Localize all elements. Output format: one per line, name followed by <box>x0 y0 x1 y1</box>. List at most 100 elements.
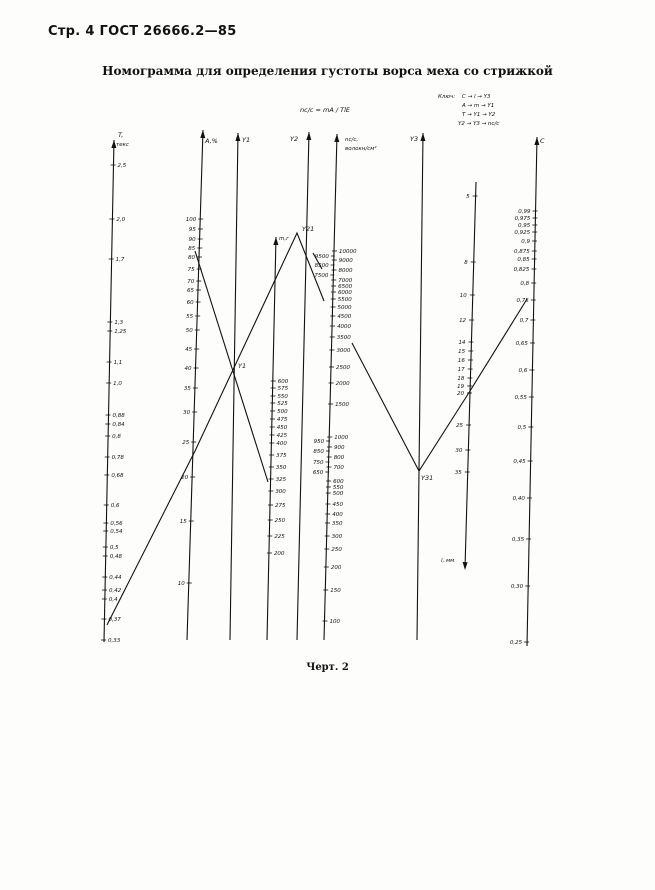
axis-t-tick-label: 0,88 <box>113 413 126 419</box>
axis-n-tick-label: 2500 <box>336 365 350 371</box>
axis-a-tick-label: 10 <box>178 581 185 587</box>
axis-m-tick-label: 350 <box>276 465 287 471</box>
key-label: Ключ: <box>438 94 455 100</box>
axis-t-name: T, <box>118 131 123 139</box>
axis-n-tick-label: 7500 <box>314 273 328 279</box>
axis-t-tick-label: 0,68 <box>111 473 124 479</box>
axis-c-tick-label: 0,99 <box>518 209 531 215</box>
axis-n-tick-label: 6500 <box>338 284 352 290</box>
axis-t-tick-label: 1,0 <box>113 381 122 387</box>
axis-n-tick-label: 100 <box>329 619 340 625</box>
axis-a-tick-label: 90 <box>189 237 196 243</box>
axis-a-tick-label: 60 <box>187 300 194 306</box>
key-line-4: Y2 → Y3 → nc/c <box>458 121 499 127</box>
axis-c-tick-label: 0,825 <box>514 267 530 273</box>
formula-text: nc/c = mA / TlE <box>300 106 351 114</box>
axis-m-tick-label: 275 <box>275 503 286 509</box>
axis-t-tick-label: 0,6 <box>111 503 120 509</box>
axis-m-tick-label: 575 <box>278 386 289 392</box>
axis-c-tick-label: 0,55 <box>515 395 528 401</box>
axis-n-tick-label: 200 <box>331 565 342 571</box>
axis-l-tick-label: 15 <box>458 349 465 355</box>
axis-y1-name: Y1 <box>242 136 250 144</box>
key-line-2: A → m → Y1 <box>461 103 494 109</box>
axis-a-tick-label: 100 <box>186 217 197 223</box>
axis-l-tick-label: 25 <box>456 423 463 429</box>
axis-a-tick-label: 45 <box>185 347 192 353</box>
axis-t-tick-label: 1,7 <box>116 257 125 263</box>
axis-a-tick-label: 20 <box>181 475 188 481</box>
axis-m-tick-label: 300 <box>275 489 286 495</box>
axis-a-tick-label: 65 <box>187 288 194 294</box>
axis-n-tick-label: 550 <box>333 485 344 491</box>
axis-n-tick-label: 4500 <box>337 314 351 320</box>
axis-c-tick-label: 0,9 <box>521 239 530 245</box>
axis-m-name: m,г <box>279 236 289 242</box>
axis-n-tick-label: 900 <box>334 445 345 451</box>
axis-n-arrow <box>334 134 340 143</box>
axis-a-tick-label: 55 <box>186 314 193 320</box>
point-y2-label: Y21 <box>302 225 314 233</box>
axis-n-tick-label: 450 <box>332 502 343 508</box>
axis-n-tick-label: 3000 <box>336 348 350 354</box>
axis-t <box>103 139 115 643</box>
axis-t-tick-label: 0,37 <box>108 617 121 623</box>
axis-a-tick-label: 25 <box>182 440 189 446</box>
axis-y1 <box>229 132 239 641</box>
axis-c-tick-label: 0,35 <box>512 537 525 543</box>
axis-m-tick-label: 475 <box>277 417 288 423</box>
axis-n-tick-label: 6000 <box>338 290 352 296</box>
axis-y2-arrow <box>306 132 312 141</box>
axis-m-tick-label: 250 <box>275 518 286 524</box>
axis-n-tick-label: 750 <box>313 460 324 466</box>
axis-n-tick-label: 600 <box>333 479 344 485</box>
axis-l-tick-label: 14 <box>458 340 465 346</box>
axis-c-tick-label: 0,8 <box>520 281 529 287</box>
axis-t-unit: текс <box>116 142 129 148</box>
axis-y2-name: Y2 <box>290 135 298 143</box>
axis-t-tick-label: 2,0 <box>116 217 125 223</box>
axis-y3 <box>416 132 424 641</box>
axis-c-tick-label: 0,925 <box>514 230 530 236</box>
axis-c-tick-label: 0,65 <box>516 341 529 347</box>
axis-c-arrow <box>534 137 540 146</box>
axis-l-tick-label: 17 <box>458 367 465 373</box>
solution-line-t-y2-n <box>106 231 325 626</box>
axis-l-tick-label: 35 <box>455 470 462 476</box>
axis-c-tick-label: 0,45 <box>513 459 526 465</box>
axis-c <box>526 136 538 647</box>
axis-y2 <box>296 131 310 641</box>
axis-n-tick-label: 10000 <box>339 249 357 255</box>
axis-t-tick-label: 1,25 <box>114 329 127 335</box>
axis-t-tick-label: 0,44 <box>109 575 122 581</box>
axis-n-tick-label: 300 <box>332 534 343 540</box>
axis-t-tick-label: 0,56 <box>110 521 123 527</box>
solution-line-n-y3-c <box>351 298 528 473</box>
axis-t-tick-label: 0,33 <box>108 638 121 644</box>
nomogram-title: Номограмма для определения густоты ворса… <box>102 64 553 78</box>
axis-m-tick-label: 200 <box>274 551 285 557</box>
axis-n-tick-label: 4000 <box>337 324 351 330</box>
axis-c-tick-label: 0,6 <box>519 368 528 374</box>
axis-c-tick-label: 0,75 <box>517 298 530 304</box>
axis-a-tick-label: 35 <box>184 386 191 392</box>
axis-n-tick-label: 400 <box>332 512 343 518</box>
axis-c-name: C <box>540 137 545 145</box>
figure-caption: Черт. 2 <box>306 662 349 673</box>
axis-a-tick-label: 30 <box>183 410 190 416</box>
axis-n-tick-label: 9500 <box>315 254 329 260</box>
axis-l <box>464 181 477 569</box>
point-y1-label: Y1 <box>238 362 246 370</box>
axis-t-tick-label: 0,5 <box>110 545 119 551</box>
axis-n-tick-label: 7000 <box>338 278 352 284</box>
axis-m-tick-label: 325 <box>276 477 287 483</box>
axis-t-tick-label: 0,4 <box>109 597 118 603</box>
axis-n-tick-label: 350 <box>332 521 343 527</box>
axis-n-tick-label: 8500 <box>315 263 329 269</box>
axis-n-tick-label: 500 <box>333 491 344 497</box>
axis-c-tick-label: 0,85 <box>517 257 530 263</box>
axis-a-tick-label: 75 <box>188 267 195 273</box>
axis-m-tick-label: 425 <box>277 433 288 439</box>
axis-m-tick-label: 225 <box>274 534 285 540</box>
axis-m-arrow <box>273 237 279 246</box>
